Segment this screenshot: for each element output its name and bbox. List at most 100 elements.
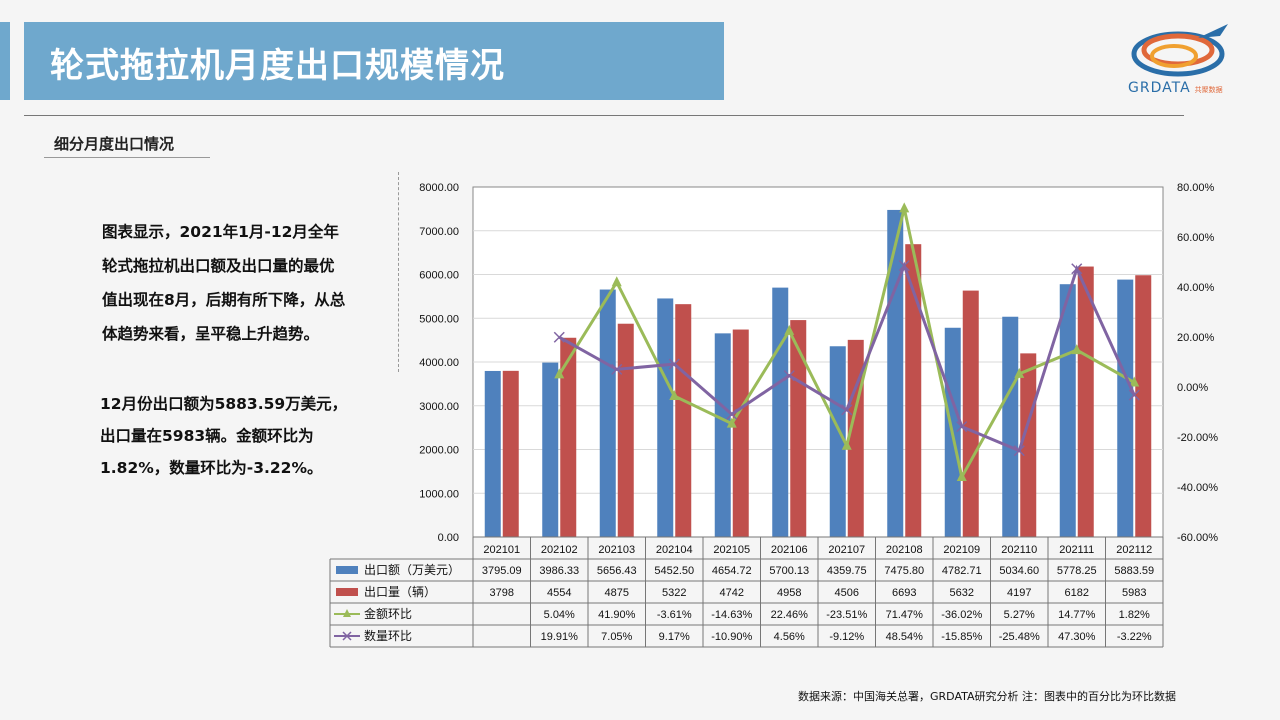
bar	[1002, 316, 1019, 537]
data-label: -25.48%	[999, 631, 1040, 643]
x-tick-label: 202106	[771, 544, 808, 556]
title-band: 轮式拖拉机月度出口规模情况	[24, 22, 724, 100]
data-label: 4782.71	[942, 565, 982, 577]
data-label: 4958	[777, 587, 801, 599]
y-right-tick-label: 20.00%	[1177, 332, 1215, 344]
line-point	[726, 408, 738, 420]
y-right-tick-label: -20.00%	[1177, 432, 1218, 444]
data-label: 71.47%	[886, 609, 924, 621]
y-right-tick-label: 80.00%	[1177, 182, 1215, 194]
line-point	[669, 390, 680, 401]
data-label: 7475.80	[884, 565, 924, 577]
y-left-tick-label: 6000.00	[419, 270, 459, 282]
data-label: 5656.43	[597, 565, 637, 577]
legend-label: 金额环比	[364, 606, 412, 621]
y-right-tick-label: -40.00%	[1177, 482, 1218, 494]
bar	[772, 287, 789, 537]
bar	[502, 370, 519, 537]
data-label: -14.63%	[711, 609, 752, 621]
data-label: 4197	[1007, 587, 1031, 599]
bar	[1059, 284, 1076, 537]
x-tick-label: 202111	[1059, 544, 1094, 556]
y-left-tick-label: 8000.00	[419, 182, 459, 194]
logo-text: GRDATA 共聚数据	[1128, 80, 1223, 96]
bar	[1077, 266, 1094, 537]
legend-key-marker	[342, 631, 352, 641]
y-left-tick-label: 4000.00	[419, 357, 459, 369]
data-label: 4654.72	[712, 565, 752, 577]
subtitle-underline	[44, 157, 210, 158]
data-label: 9.17%	[659, 631, 690, 643]
line-point	[841, 404, 853, 416]
bar	[1020, 353, 1037, 537]
data-label: -3.61%	[657, 609, 692, 621]
legend-label: 出口量（辆）	[364, 585, 436, 599]
x-tick-label: 202104	[656, 544, 693, 556]
data-label: -10.90%	[711, 631, 752, 643]
legend-key	[336, 588, 358, 596]
line-point	[554, 368, 565, 379]
line-point	[1071, 263, 1083, 275]
data-label: 5322	[662, 587, 686, 599]
bar	[1117, 279, 1134, 537]
data-label: 4554	[547, 587, 571, 599]
bar	[962, 290, 979, 537]
description-line: 图表显示，2021年1月-12月全年	[102, 223, 339, 241]
x-tick-label: 202103	[598, 544, 635, 556]
data-label: 22.46%	[771, 609, 809, 621]
data-label: 48.54%	[886, 631, 924, 643]
y-right-tick-label: 40.00%	[1177, 282, 1215, 294]
data-label: 5983	[1122, 587, 1146, 599]
description-line: 轮式拖拉机出口额及出口量的最优	[102, 257, 335, 275]
line-point	[611, 276, 622, 287]
line-point	[611, 363, 623, 375]
data-label: 5778.25	[1057, 565, 1097, 577]
x-tick-label: 202108	[886, 544, 923, 556]
line-point	[956, 471, 967, 482]
legend-key	[336, 566, 358, 574]
data-label: 4359.75	[827, 565, 867, 577]
y-right-tick-label: 0.00%	[1177, 382, 1208, 394]
page-title: 轮式拖拉机月度出口规模情况	[50, 46, 505, 86]
data-label: -36.02%	[941, 609, 982, 621]
bar	[657, 298, 674, 537]
data-label: 3795.09	[482, 565, 522, 577]
x-tick-label: 202107	[828, 544, 865, 556]
bar	[542, 362, 559, 537]
grdata-logo: GRDATA 共聚数据	[1128, 16, 1238, 106]
legend-label: 出口额（万美元）	[364, 563, 460, 577]
data-label: 5632	[950, 587, 974, 599]
data-label: -23.51%	[826, 609, 867, 621]
data-label: 5.27%	[1004, 609, 1035, 621]
line-point	[726, 417, 737, 428]
description-paragraph-1: 图表显示，2021年1月-12月全年 轮式拖拉机出口额及出口量的最优 值出现在8…	[102, 215, 374, 351]
data-label: 6182	[1065, 587, 1089, 599]
line-point	[898, 260, 910, 272]
bar	[617, 323, 634, 537]
line-point	[1014, 367, 1025, 378]
bar	[829, 346, 846, 537]
line-point	[668, 358, 680, 370]
x-tick-label: 202105	[713, 544, 750, 556]
y-right-tick-label: -60.00%	[1177, 532, 1218, 544]
line-point	[899, 202, 910, 213]
data-label: 5.04%	[544, 609, 575, 621]
data-label: 6693	[892, 587, 916, 599]
line-point	[1129, 376, 1140, 387]
data-label: 5883.59	[1114, 565, 1154, 577]
data-label: 19.91%	[541, 631, 579, 643]
data-label: 3798	[490, 587, 514, 599]
line-point	[784, 324, 795, 335]
bar	[599, 289, 616, 537]
line-point	[783, 370, 795, 382]
legend-label: 数量环比	[364, 628, 412, 643]
data-label: -9.12%	[829, 631, 864, 643]
bar	[675, 304, 692, 537]
data-label: 14.77%	[1058, 609, 1096, 621]
data-label: 4.56%	[774, 631, 805, 643]
title-accent-bar	[0, 22, 10, 100]
y-left-tick-label: 5000.00	[419, 313, 459, 325]
x-tick-label: 202112	[1116, 544, 1152, 556]
data-label: 4506	[835, 587, 859, 599]
